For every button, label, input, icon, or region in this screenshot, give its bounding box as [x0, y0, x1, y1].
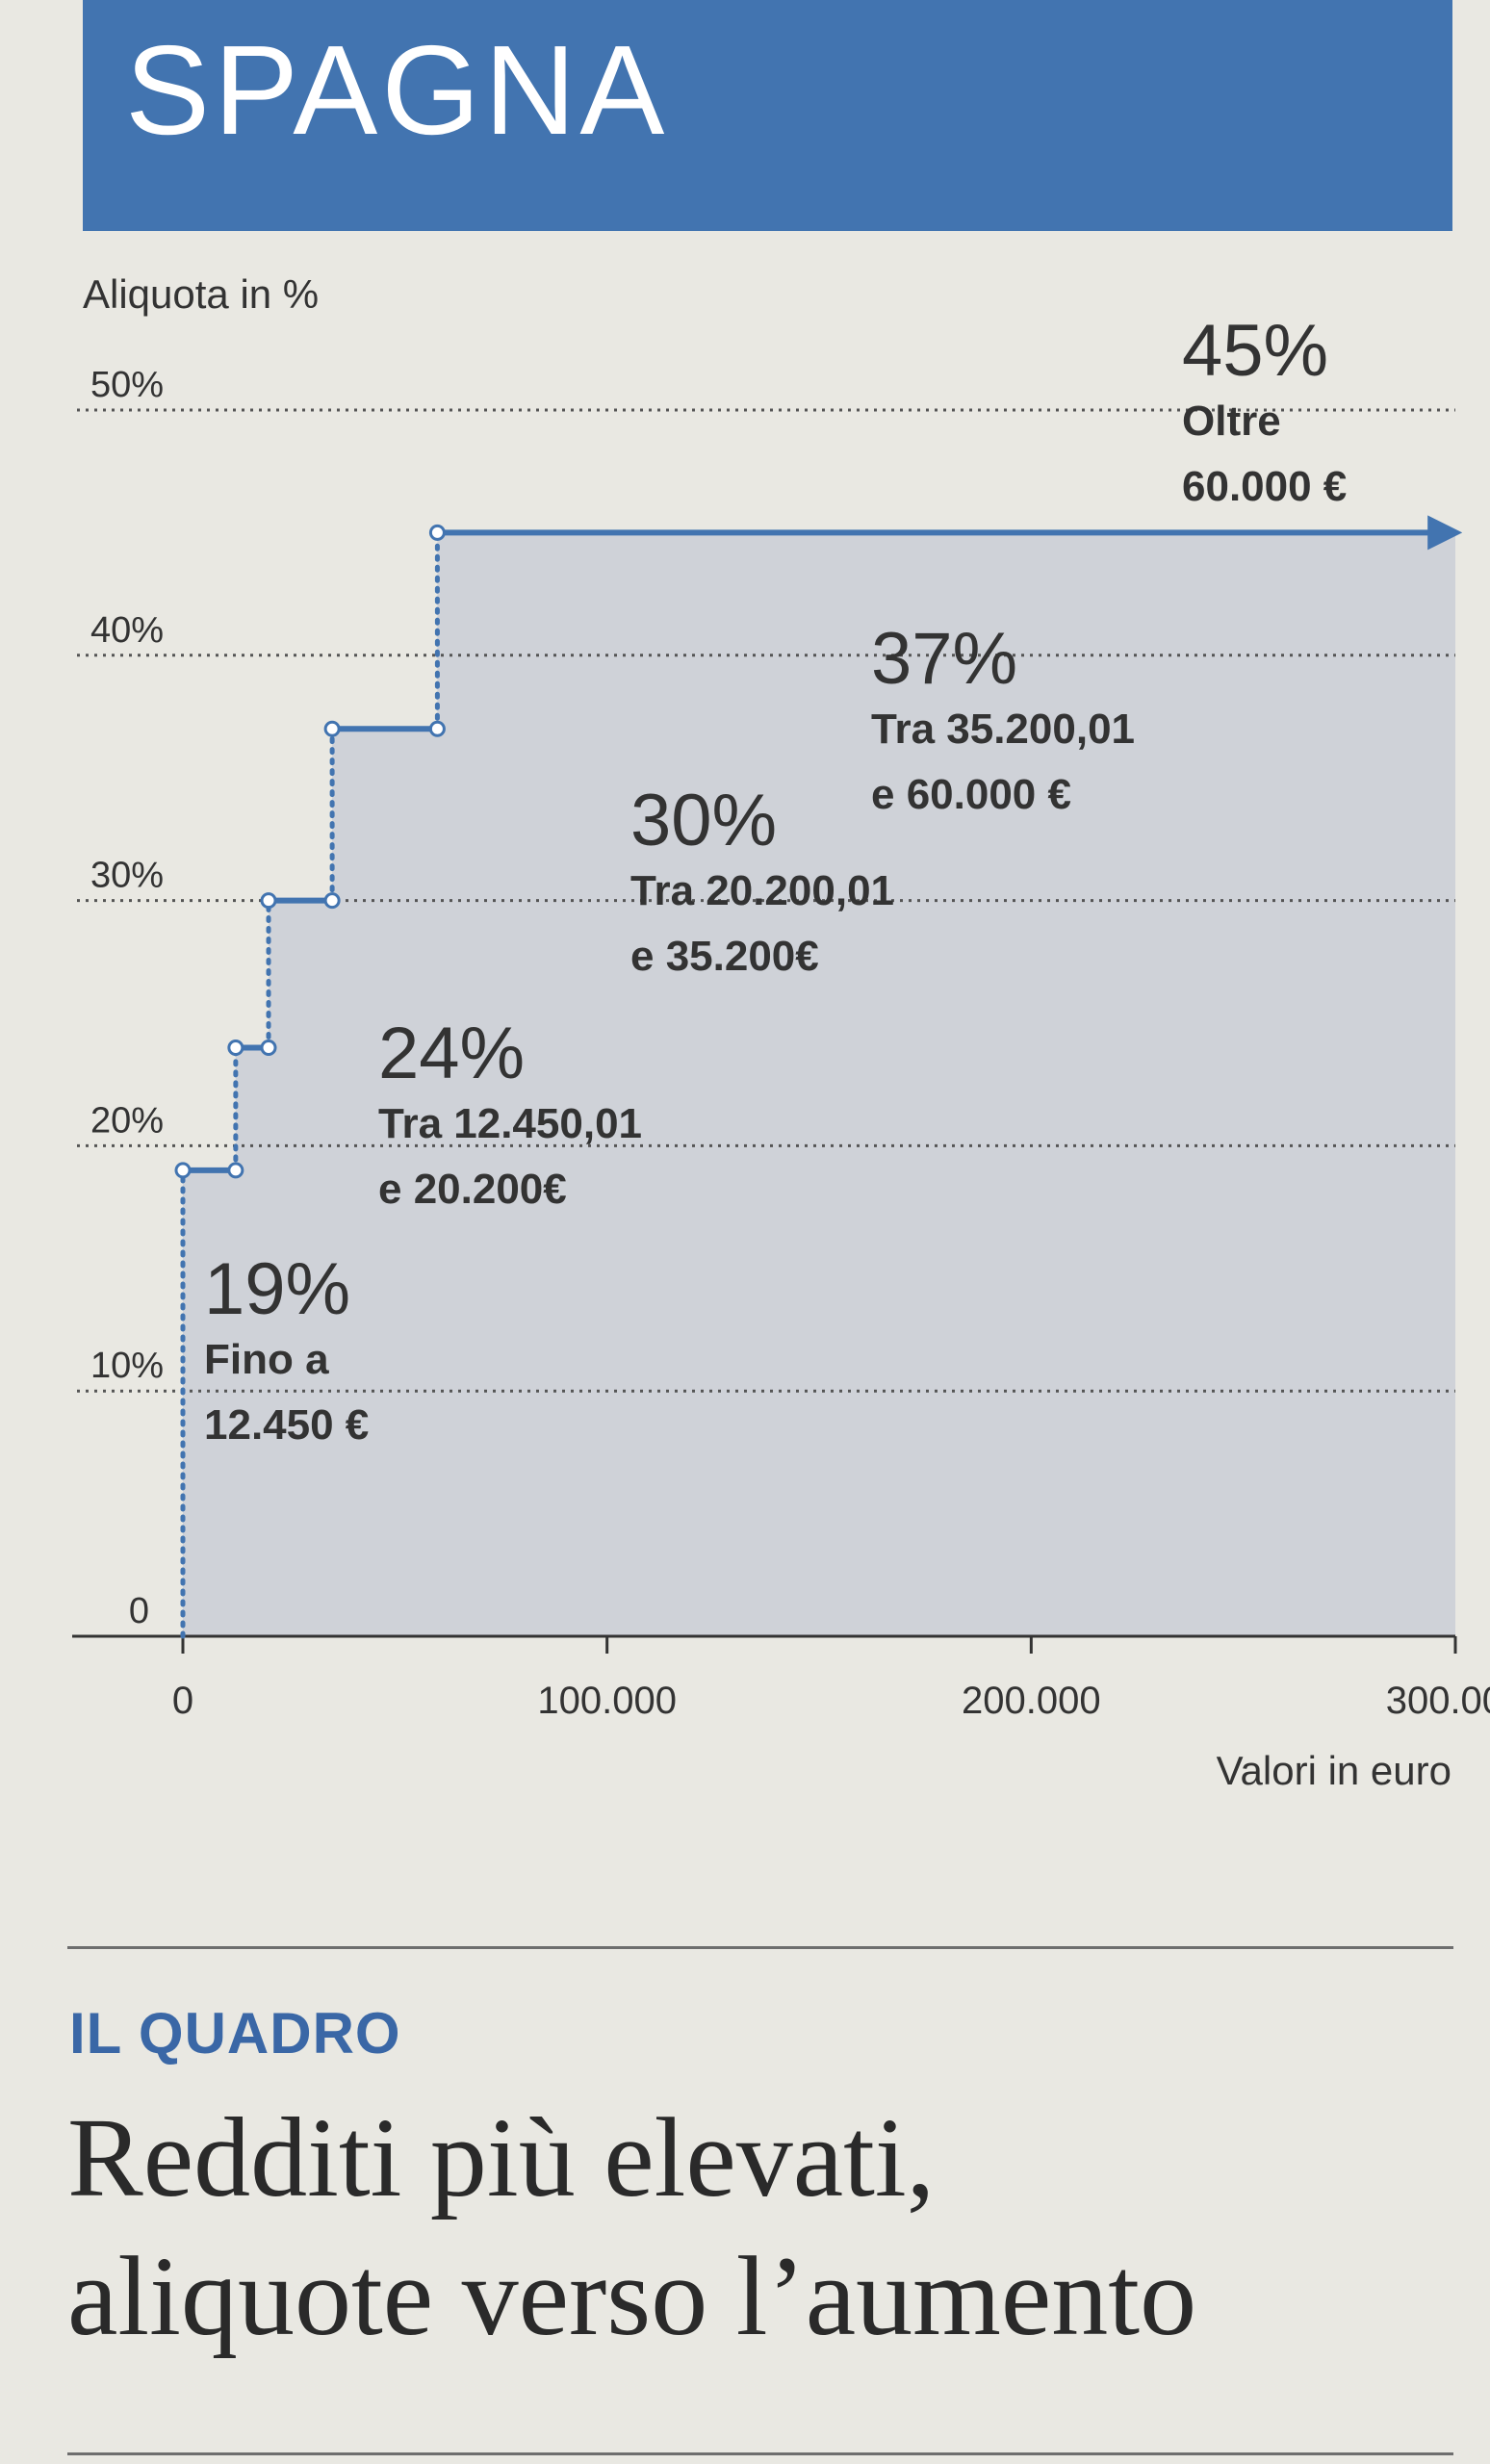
bracket-range-text: Oltre [1182, 398, 1281, 445]
section-divider-top [67, 1946, 1453, 1949]
bracket-range-text: Tra 35.200,01 [871, 706, 1135, 753]
bracket-range-text: Tra 12.450,01 [378, 1100, 642, 1147]
tax-bracket-chart: 0 100.000 200.000 300.000 0 10% 20% 30% 40% 50% 1… [72, 271, 1490, 1790]
step-start-marker [428, 524, 446, 541]
y-tick-label: 10% [90, 1346, 164, 1386]
bracket-rate-label: 24% [378, 1013, 525, 1094]
country-banner: SPAGNA [83, 0, 1452, 231]
y-tick-label: 0 [129, 1591, 149, 1631]
step-start-marker [260, 892, 277, 910]
bracket-range-text: e 20.200€ [378, 1166, 567, 1213]
step-end-marker [227, 1162, 244, 1179]
step-start-marker [323, 720, 341, 737]
bracket-range-text: 60.000 € [1182, 463, 1347, 510]
section-divider-bottom [67, 2452, 1453, 2455]
bracket-rate-label: 37% [871, 618, 1017, 700]
x-tick-label: 300.000 [1386, 1680, 1490, 1722]
headline-line-1: Redditi più elevati, [67, 2094, 936, 2220]
y-axis-title: Aliquota in % [83, 271, 319, 317]
bracket-range-text: e 60.000 € [871, 771, 1071, 818]
x-tick-label: 0 [172, 1680, 193, 1722]
step-end-marker [260, 1039, 277, 1056]
y-tick-label: 30% [90, 856, 164, 896]
y-tick-label: 20% [90, 1100, 164, 1141]
bracket-rate-label: 19% [204, 1248, 350, 1330]
y-tick-label: 40% [90, 610, 164, 651]
bracket-range-text: e 35.200€ [630, 933, 819, 980]
x-tick-label: 100.000 [537, 1680, 677, 1722]
article-kicker: IL QUADRO [69, 2001, 401, 2066]
banner-title: SPAGNA [125, 19, 669, 161]
y-tick-label: 50% [90, 365, 164, 405]
step-start-marker [174, 1162, 192, 1179]
chart-fill-area [183, 532, 1455, 1636]
headline-line-2: aliquote verso l’aumento [67, 2233, 1197, 2359]
step-end-marker [323, 892, 341, 910]
step-end-marker [428, 720, 446, 737]
x-tick-label: 200.000 [962, 1680, 1101, 1722]
article-headline: Redditi più elevati, aliquote verso l’au… [67, 2089, 1196, 2366]
bracket-rate-label: 30% [630, 780, 777, 861]
step-start-marker [227, 1039, 244, 1056]
bracket-rate-label: 45% [1182, 310, 1328, 392]
bracket-range-text: Fino a [204, 1336, 329, 1383]
bracket-range-text: Tra 20.200,01 [630, 867, 894, 914]
x-axis-title: Valori in euro [1217, 1748, 1451, 1790]
bracket-range-text: 12.450 € [204, 1401, 369, 1449]
